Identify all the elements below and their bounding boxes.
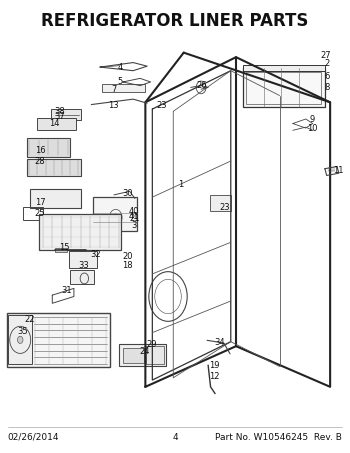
- Text: 25: 25: [35, 209, 46, 218]
- Text: 12: 12: [209, 372, 220, 381]
- Text: 11: 11: [333, 166, 343, 175]
- Text: 21: 21: [129, 214, 139, 223]
- Bar: [7, 313, 110, 367]
- Text: 1: 1: [177, 180, 183, 189]
- Circle shape: [18, 336, 23, 343]
- Bar: [102, 84, 145, 92]
- Text: 7: 7: [111, 85, 117, 94]
- Text: 32: 32: [91, 250, 101, 259]
- Text: 4: 4: [172, 433, 178, 442]
- Bar: [246, 72, 321, 104]
- Text: 20: 20: [122, 252, 133, 261]
- Bar: [27, 159, 81, 176]
- Text: 41: 41: [129, 212, 139, 221]
- Text: 8: 8: [324, 83, 329, 92]
- Text: 30: 30: [122, 189, 133, 198]
- Text: 26: 26: [197, 81, 208, 90]
- Bar: [23, 207, 43, 220]
- Text: 02/26/2014: 02/26/2014: [8, 433, 59, 442]
- Bar: [37, 118, 76, 130]
- Text: 9: 9: [309, 115, 315, 124]
- Text: 5: 5: [118, 77, 123, 87]
- Text: REFRIGERATOR LINER PARTS: REFRIGERATOR LINER PARTS: [41, 12, 309, 30]
- Bar: [70, 270, 94, 284]
- Text: 28: 28: [35, 158, 46, 166]
- Text: 6: 6: [324, 72, 329, 81]
- Text: 17: 17: [35, 198, 46, 207]
- Text: 22: 22: [25, 315, 35, 324]
- Text: 3: 3: [132, 221, 137, 230]
- Bar: [93, 197, 136, 231]
- Bar: [27, 139, 70, 156]
- Text: Part No. W10546245  Rev. B: Part No. W10546245 Rev. B: [216, 433, 342, 442]
- Text: 18: 18: [122, 261, 133, 270]
- Text: 19: 19: [209, 361, 220, 370]
- Text: 40: 40: [129, 207, 139, 216]
- Bar: [55, 248, 67, 252]
- Text: 4: 4: [118, 63, 123, 72]
- Bar: [69, 251, 97, 268]
- Bar: [123, 348, 144, 363]
- Text: 24: 24: [139, 347, 150, 356]
- Text: 10: 10: [307, 124, 317, 133]
- Text: 27: 27: [321, 51, 331, 60]
- Text: 33: 33: [78, 261, 89, 270]
- Text: 34: 34: [214, 338, 225, 347]
- Bar: [210, 195, 231, 211]
- Text: 2: 2: [324, 58, 329, 67]
- Text: 29: 29: [146, 340, 157, 349]
- Bar: [39, 214, 121, 250]
- Text: 23: 23: [219, 202, 230, 212]
- Text: 14: 14: [49, 119, 59, 128]
- Text: 37: 37: [54, 112, 65, 121]
- Bar: [243, 68, 325, 107]
- Text: 35: 35: [18, 327, 28, 336]
- Bar: [30, 189, 81, 208]
- Text: 38: 38: [54, 107, 65, 116]
- Bar: [243, 65, 325, 71]
- Text: 13: 13: [108, 101, 119, 110]
- Text: 23: 23: [157, 101, 167, 110]
- Bar: [146, 346, 164, 364]
- Bar: [119, 344, 166, 366]
- Bar: [51, 109, 81, 120]
- Text: 31: 31: [61, 286, 71, 295]
- Text: 15: 15: [59, 243, 70, 252]
- Text: 16: 16: [35, 146, 46, 155]
- Bar: [8, 315, 32, 364]
